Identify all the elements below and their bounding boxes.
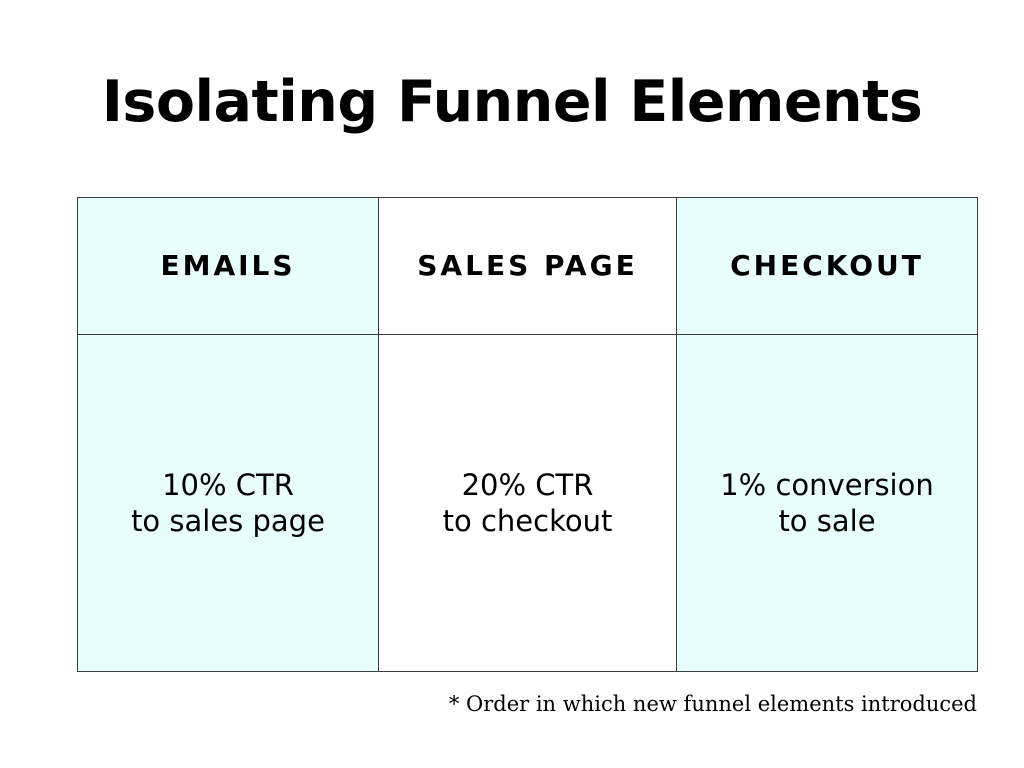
- metric-cell-checkout: 1% conversion to sale: [676, 334, 978, 672]
- header-cell-checkout: CHECKOUT: [676, 197, 978, 335]
- metric-cell-sales-page: 20% CTR to checkout: [378, 334, 677, 672]
- funnel-table: EMAILS SALES PAGE CHECKOUT 10% CTR to sa…: [77, 197, 978, 672]
- metric-sales-page-line1: 20% CTR: [461, 468, 594, 502]
- table-header-row: EMAILS SALES PAGE CHECKOUT: [77, 197, 978, 335]
- footnote: * Order in which new funnel elements int…: [448, 692, 977, 716]
- page-title: Isolating Funnel Elements: [101, 69, 923, 135]
- metric-checkout-line2: to sale: [778, 504, 876, 538]
- column-header-sales-page: SALES PAGE: [417, 249, 638, 282]
- metric-emails-line2: to sales page: [131, 504, 325, 538]
- column-header-emails: EMAILS: [160, 249, 296, 282]
- header-cell-sales-page: SALES PAGE: [378, 197, 677, 335]
- header-cell-emails: EMAILS: [77, 197, 379, 335]
- metric-emails-line1: 10% CTR: [162, 468, 294, 502]
- table-row: 10% CTR to sales page 20% CTR to checkou…: [77, 334, 978, 672]
- metric-checkout-line1: 1% conversion: [720, 468, 934, 502]
- metric-cell-emails: 10% CTR to sales page: [77, 334, 379, 672]
- metric-sales-page-line2: to checkout: [442, 504, 613, 538]
- column-header-checkout: CHECKOUT: [730, 249, 924, 282]
